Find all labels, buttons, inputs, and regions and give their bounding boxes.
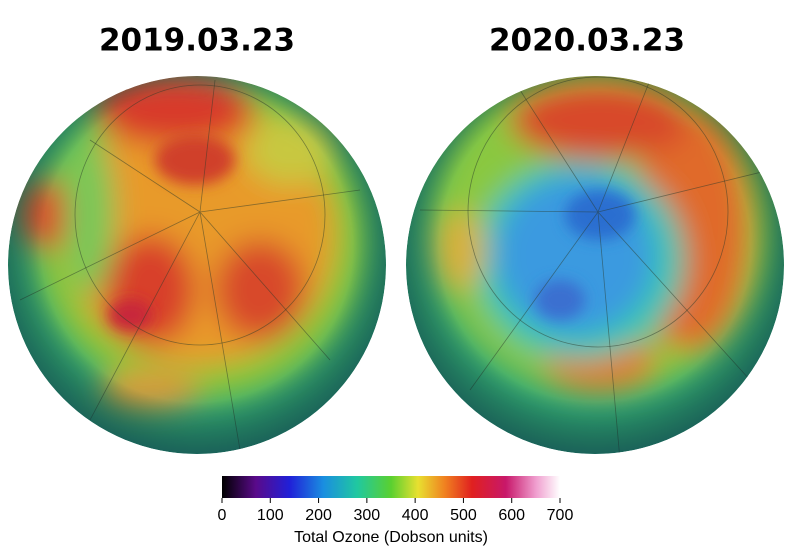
globe-2020 bbox=[406, 76, 784, 454]
tick-label: 300 bbox=[354, 507, 381, 524]
tick-label: 700 bbox=[547, 507, 574, 524]
colorbar bbox=[222, 476, 560, 498]
tick-label: 400 bbox=[402, 507, 429, 524]
colorbar-label: Total Ozone (Dobson units) bbox=[294, 529, 488, 546]
panel-title: 2020.03.23 bbox=[489, 23, 685, 59]
tick-label: 100 bbox=[257, 507, 284, 524]
colorbar-axis: 0 100 200 300 400 500 600 700 bbox=[218, 498, 574, 524]
tick-label: 0 bbox=[218, 507, 227, 524]
tick-label: 600 bbox=[498, 507, 525, 524]
globe-2019 bbox=[8, 76, 386, 454]
tick-label: 500 bbox=[450, 507, 477, 524]
panel-title: 2019.03.23 bbox=[99, 23, 295, 59]
tick-label: 200 bbox=[305, 507, 332, 524]
